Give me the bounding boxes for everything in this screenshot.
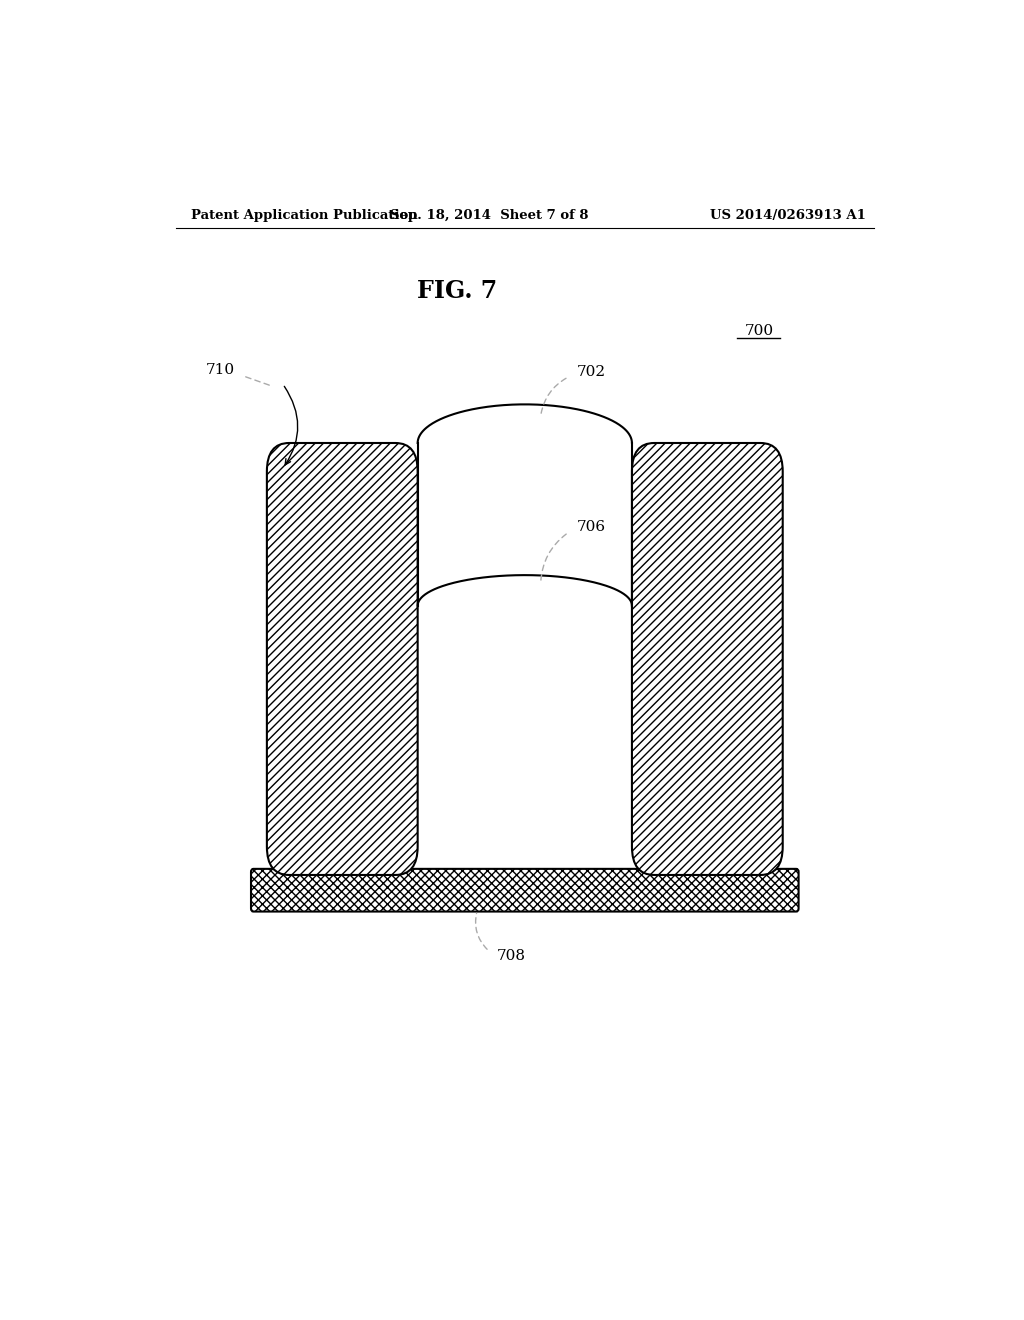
Text: 706: 706	[577, 520, 605, 535]
Text: Sep. 18, 2014  Sheet 7 of 8: Sep. 18, 2014 Sheet 7 of 8	[390, 209, 589, 222]
Text: US 2014/0263913 A1: US 2014/0263913 A1	[711, 209, 866, 222]
Text: 708: 708	[497, 949, 526, 964]
Text: 700: 700	[744, 325, 773, 338]
FancyBboxPatch shape	[267, 444, 418, 875]
Text: 702: 702	[577, 364, 605, 379]
Text: 710: 710	[206, 363, 234, 376]
FancyBboxPatch shape	[251, 869, 799, 912]
Text: FIG. 7: FIG. 7	[417, 279, 498, 302]
Text: Patent Application Publication: Patent Application Publication	[191, 209, 418, 222]
FancyBboxPatch shape	[632, 444, 782, 875]
